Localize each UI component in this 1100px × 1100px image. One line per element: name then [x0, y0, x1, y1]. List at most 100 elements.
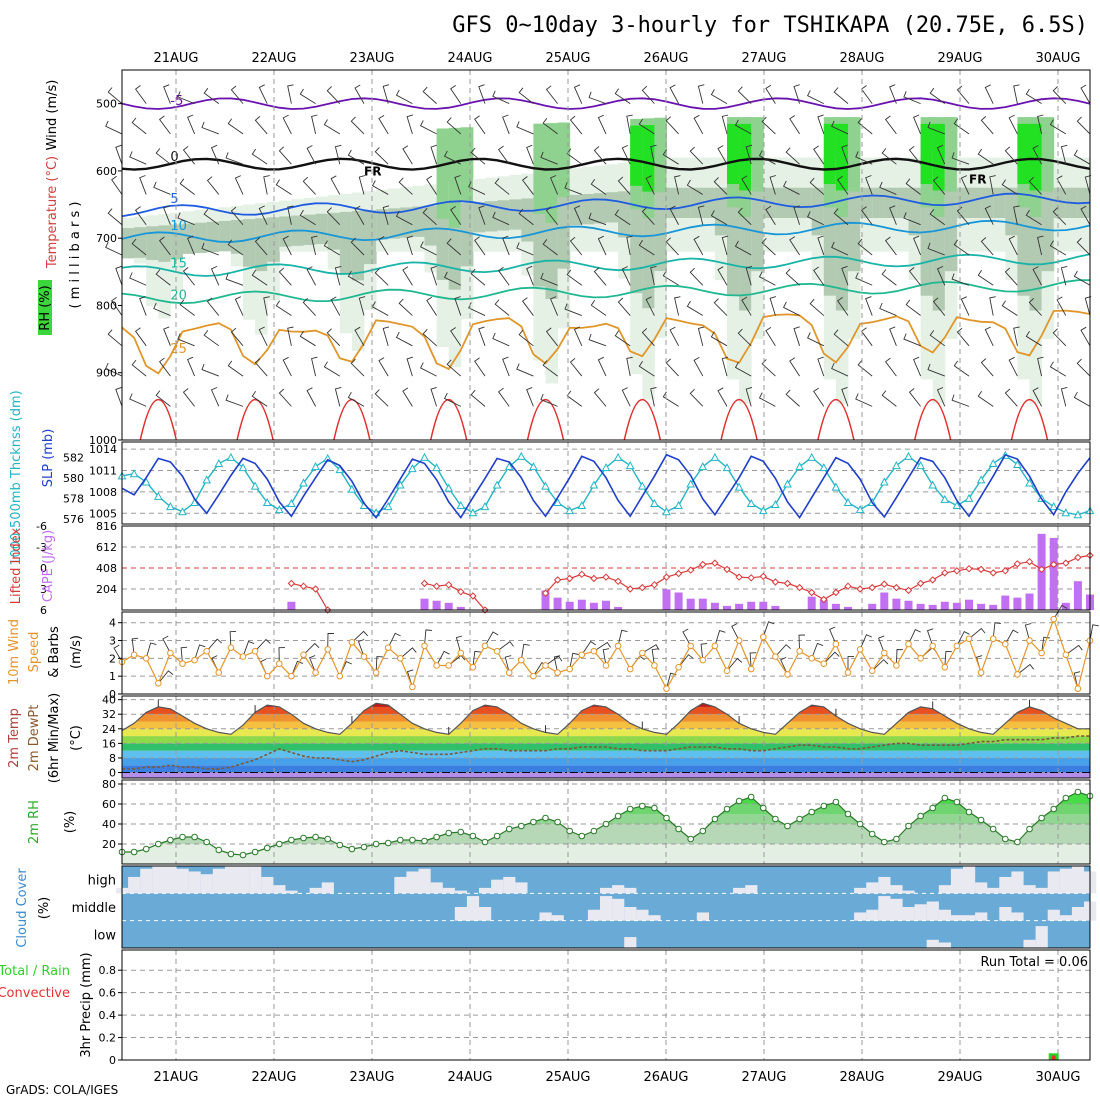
wind-barb [741, 175, 752, 195]
rh-band-mid [146, 226, 159, 261]
cape-bar [819, 599, 828, 610]
rh-band-mid [533, 197, 546, 287]
wind-barb [518, 208, 534, 226]
rh-marker [505, 825, 513, 833]
rh-marker [820, 802, 828, 810]
isotherm-label: 5 [170, 192, 178, 207]
wind-barb [927, 363, 945, 377]
temp-color-band [122, 750, 1090, 758]
lifted-index-marker [711, 559, 719, 567]
wind-barb [1013, 84, 1020, 104]
wind-barb [1025, 330, 1042, 347]
y-tick-label: 24 [102, 723, 116, 736]
wind-barb [769, 296, 777, 316]
rh-band-mid [775, 187, 788, 218]
wind-barb [588, 91, 607, 105]
temp-color-band [122, 728, 1090, 737]
wind-barb [1080, 84, 1091, 104]
wind-barb [131, 117, 147, 135]
thickness-marker [650, 498, 659, 507]
wind-barb [430, 144, 438, 165]
wind-barb [1025, 209, 1042, 226]
cape-bar [940, 601, 949, 610]
wind-barb [717, 266, 728, 286]
wind-barb [908, 267, 921, 286]
thickness-marker [976, 475, 986, 484]
wind-speed-marker [989, 635, 997, 643]
wind-speed-marker [263, 672, 271, 680]
wind-barb [617, 297, 631, 316]
rh-marker [590, 827, 598, 835]
rh-marker [747, 793, 755, 801]
lifted-index-marker [299, 582, 308, 590]
isotherm-label: 10 [170, 219, 187, 234]
wind-barb [785, 389, 800, 407]
wind-barb [158, 236, 171, 256]
wind-barb [302, 297, 316, 316]
rh-band-moist [751, 117, 764, 192]
wind-barb [545, 85, 558, 104]
wind-speed-marker [735, 637, 743, 644]
y-tick-label: 4 [109, 617, 116, 630]
thickness-marker [722, 463, 732, 472]
thickness-marker [238, 463, 248, 472]
thickness-marker [577, 500, 587, 510]
rh-band-mid [182, 223, 196, 254]
surface-wind-barb [617, 629, 628, 646]
rh-marker [844, 810, 852, 818]
surface-wind-barb [700, 643, 708, 661]
upper-air-panel: -5 0 FR FR 5 10 15 20 25 500 600 700 800 900 1000 Wind … [38, 69, 1092, 447]
thickness-marker [783, 479, 792, 488]
wind-barb [550, 296, 559, 316]
wind-barb [227, 118, 244, 135]
rh-band-mid [823, 187, 837, 296]
wind-barb [129, 272, 147, 286]
thickness-marker [758, 506, 768, 515]
y-tick-label: 20 [102, 838, 116, 851]
isotherm-line [121, 219, 1091, 243]
rh-marker [614, 812, 622, 820]
wind-speed-marker [905, 640, 912, 648]
y-tick-label: 600 [96, 165, 117, 178]
cloud-bar [128, 876, 141, 894]
wind-barb [419, 362, 437, 377]
cloud-bar [624, 887, 637, 894]
wind-barb [497, 387, 510, 407]
cape-bar [1001, 595, 1010, 610]
wind-barb [956, 327, 970, 347]
thickness-marker [504, 462, 514, 471]
wind-barb [593, 267, 607, 286]
wind-barb [638, 118, 655, 135]
cloud-bar [624, 937, 637, 948]
wind-barb [258, 205, 268, 225]
wind-barb [1056, 296, 1067, 316]
rh-band-mid [364, 210, 377, 265]
wind-barb [809, 177, 825, 195]
wind-barb [540, 151, 558, 165]
rh-band-mid [581, 194, 595, 225]
surface-wind-barb [424, 629, 432, 646]
wind-barb [669, 205, 679, 225]
precip-axis-title: 3hr Precip (mm) [79, 952, 94, 1057]
wind-barb [710, 89, 728, 105]
wind-barb [855, 393, 873, 407]
wind-barb [395, 331, 413, 347]
cloud-bar [188, 871, 201, 894]
wind-barb [210, 144, 220, 165]
wind-barb [422, 207, 437, 226]
wind-barb [299, 209, 316, 226]
wind-barb [841, 386, 849, 407]
cape-bar [747, 601, 756, 610]
surface-wind-barb [878, 635, 885, 654]
wind-barb [450, 327, 462, 347]
thickness-marker [819, 463, 829, 472]
wind-barb [614, 88, 631, 105]
panel-frame [121, 525, 1091, 611]
temperature-line [121, 702, 1090, 735]
cloud-bar [1035, 926, 1048, 948]
wind-barb [806, 211, 824, 226]
rh-band-mid [751, 187, 764, 272]
cloud-cover-panel: high middle low Cloud Cover (%) [15, 865, 1097, 949]
surface-wind-barb [581, 640, 596, 656]
